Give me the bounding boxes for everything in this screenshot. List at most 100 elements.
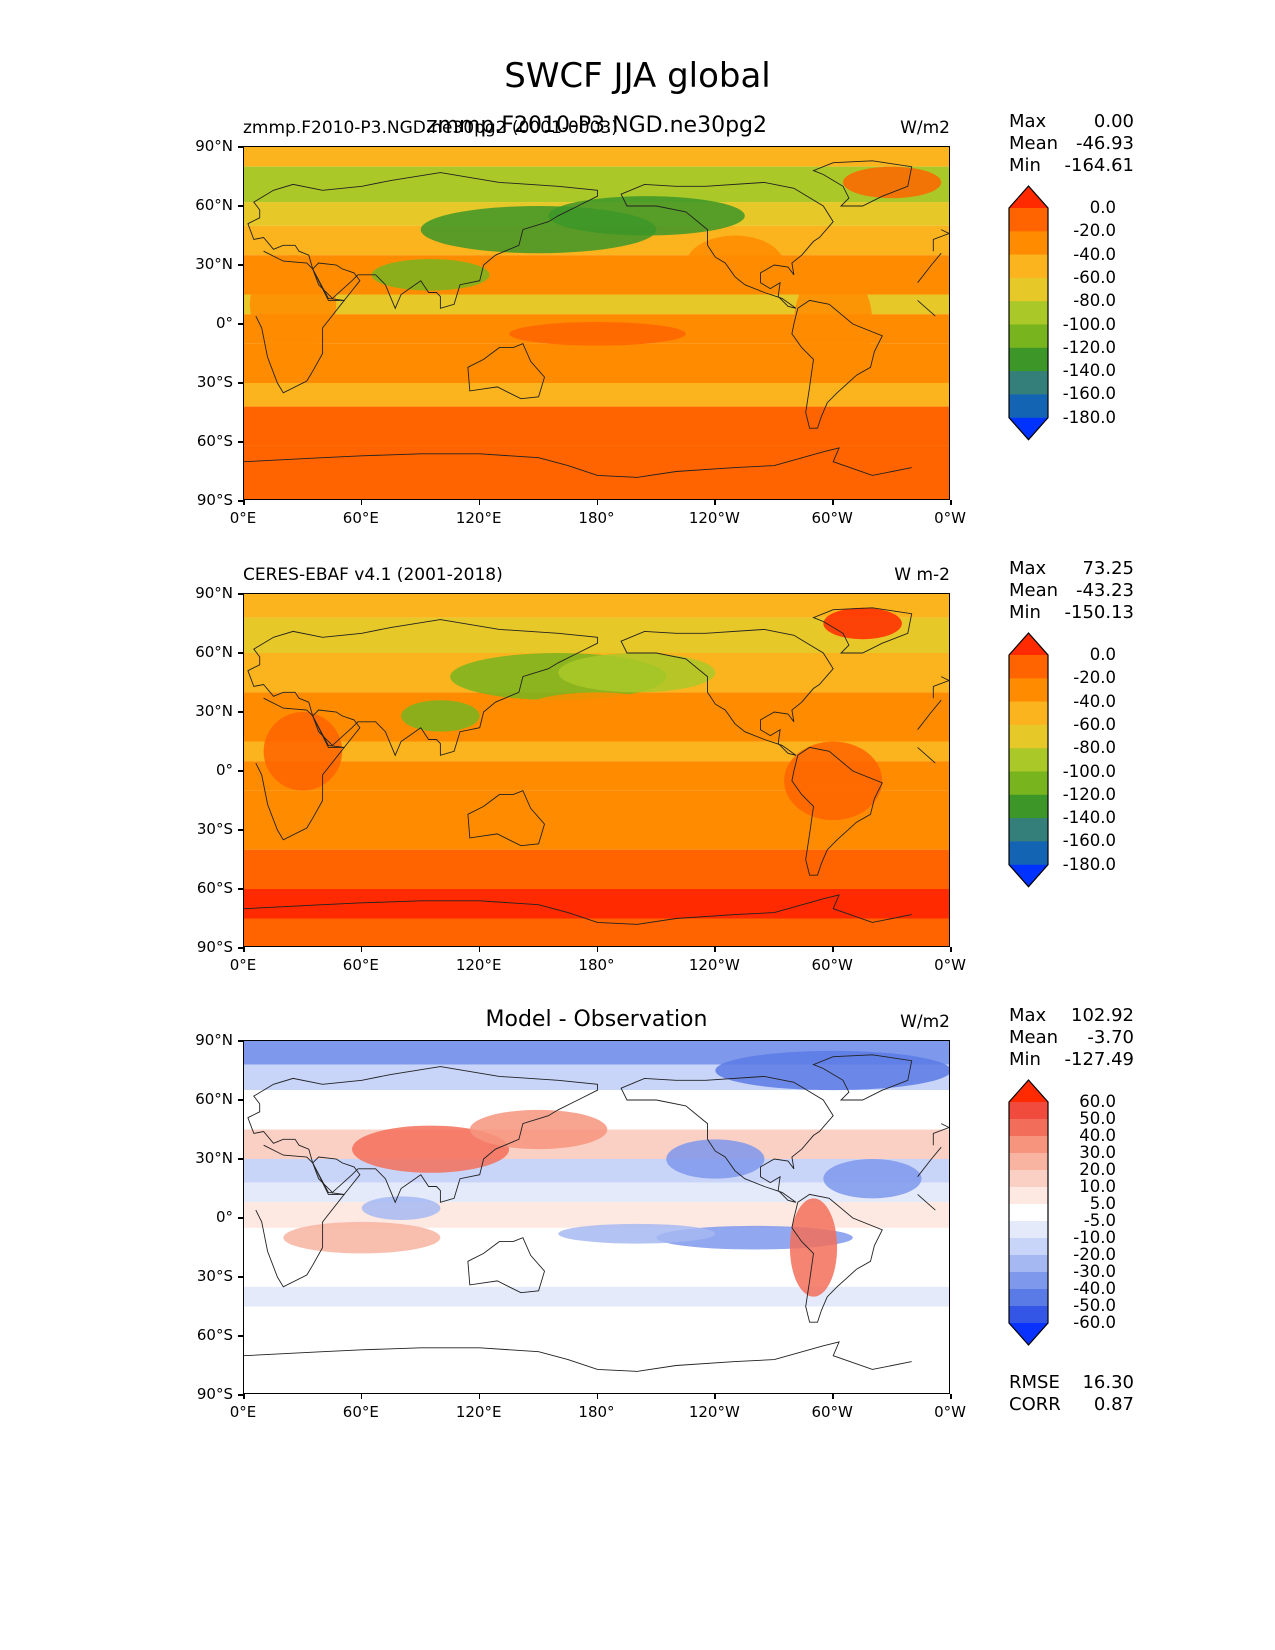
x-tick-label: 60°W xyxy=(811,956,853,974)
coastline-australia xyxy=(467,1237,546,1294)
colorbar-tick-label: -40.0 xyxy=(1073,1279,1116,1298)
colorbar-segment xyxy=(1009,1272,1048,1290)
coastline-antarctica-line xyxy=(244,1341,912,1372)
stat-row: Min -150.13 xyxy=(1009,602,1134,624)
stat-value: -46.93 xyxy=(1075,133,1134,154)
field-anomaly xyxy=(509,322,686,346)
colorbar-segment xyxy=(1009,654,1048,679)
figure-title: SWCF JJA global xyxy=(504,56,771,96)
colorbar-tick-label: 5.0 xyxy=(1089,1194,1116,1213)
colorbar-tick-label: -50.0 xyxy=(1073,1296,1116,1315)
colorbar-extend-min xyxy=(1009,864,1048,887)
y-tick-label: 90°S xyxy=(196,1385,233,1403)
stat-value: 0.00 xyxy=(1093,111,1134,132)
colorbar-outline xyxy=(1008,1079,1049,1346)
colorbar-segment xyxy=(1009,748,1048,772)
colorbar-tick-label: -60.0 xyxy=(1073,267,1116,287)
colorbar-extend-max xyxy=(1009,1080,1048,1102)
coastline-australia xyxy=(467,343,546,400)
field-band xyxy=(244,594,949,618)
x-tick-mark xyxy=(596,947,598,952)
field-band xyxy=(244,741,949,762)
colorbar-segment xyxy=(1009,347,1048,372)
y-tick-mark xyxy=(238,947,243,949)
colorbar-tick-label: -20.0 xyxy=(1073,1245,1116,1264)
colorbar-tick-label: -140.0 xyxy=(1062,808,1116,828)
stat-label: Max xyxy=(1009,1005,1047,1026)
field-anomaly xyxy=(558,1223,716,1244)
panel-stats: Max 73.25 Mean -43.23 Min -150.13 xyxy=(1009,558,1134,624)
colorbar-tick-label: 10.0 xyxy=(1079,1177,1116,1196)
y-tick-mark xyxy=(238,1099,243,1101)
field-band xyxy=(244,889,949,919)
coastline-s-america xyxy=(791,299,883,429)
colorbar-segment xyxy=(1009,701,1048,726)
coastline-greenland xyxy=(812,607,913,654)
colorbar-segment xyxy=(1009,277,1048,302)
y-tick-label: 60°S xyxy=(196,879,233,897)
stat-row: Max 0.00 xyxy=(1009,111,1134,133)
x-tick-label: 120°E xyxy=(455,509,502,527)
x-tick-mark xyxy=(714,1394,716,1399)
stat-label: Mean xyxy=(1009,580,1059,601)
x-tick-label: 60°E xyxy=(342,509,379,527)
map-diff xyxy=(243,1040,950,1394)
stat-label: Mean xyxy=(1009,1027,1059,1048)
field-anomaly xyxy=(361,1196,441,1220)
stat-label: Mean xyxy=(1009,133,1059,154)
coastline-arabia xyxy=(312,262,361,301)
x-tick-label: 0°E xyxy=(229,1403,257,1421)
colorbar-segment xyxy=(1009,1221,1048,1239)
field-anomaly xyxy=(715,1050,949,1091)
y-tick-label: 30°S xyxy=(196,820,233,838)
y-tick-label: 90°N xyxy=(195,1031,233,1049)
field-band xyxy=(244,147,949,167)
coastline-africa xyxy=(255,1144,942,1288)
x-tick-mark xyxy=(832,947,834,952)
map-obs xyxy=(243,593,950,947)
y-tick-label: 90°N xyxy=(195,137,233,155)
x-tick-mark xyxy=(360,1394,363,1399)
colorbar-segment xyxy=(1009,1255,1048,1273)
colorbar-tick-label: -120.0 xyxy=(1062,784,1116,804)
stat-value: -150.13 xyxy=(1064,602,1134,623)
x-tick-label: 0°E xyxy=(229,509,257,527)
x-tick-label: 120°E xyxy=(455,956,502,974)
y-tick-mark xyxy=(238,1276,243,1278)
colorbar-segment xyxy=(1009,1289,1048,1307)
panel-left-title: CERES-EBAF v4.1 (2001-2018) xyxy=(243,565,503,585)
colorbar-tick-label: -100.0 xyxy=(1062,314,1116,334)
x-tick-mark xyxy=(478,947,481,952)
field-anomaly xyxy=(823,607,902,640)
stat-value: -43.23 xyxy=(1075,580,1134,601)
stat-label: Max xyxy=(1009,111,1047,132)
y-tick-mark xyxy=(238,1040,243,1042)
metric-value: 0.87 xyxy=(1093,1394,1134,1415)
field-anomaly xyxy=(469,1109,608,1150)
coastline-australia xyxy=(467,790,546,847)
panel-center-title: zmmp.F2010-P3.NGD.ne30pg2 xyxy=(425,113,768,138)
coastline-n-america xyxy=(620,628,834,756)
colorbar-segment xyxy=(1009,1153,1048,1171)
x-tick-mark xyxy=(478,500,481,505)
colorbar-segment xyxy=(1009,678,1048,703)
colorbar-tick-label: -160.0 xyxy=(1062,384,1116,404)
colorbar xyxy=(1008,185,1049,441)
field-anomaly xyxy=(401,700,480,732)
x-tick-label: 180° xyxy=(578,956,615,974)
coastline-s-america xyxy=(791,746,883,876)
colorbar-extend-min xyxy=(1009,1323,1048,1345)
x-tick-mark xyxy=(360,947,363,952)
x-tick-mark xyxy=(596,1394,598,1399)
coastline-s-america xyxy=(791,1193,883,1323)
field-anomaly xyxy=(263,712,343,791)
y-tick-mark xyxy=(238,441,243,443)
field-anomaly xyxy=(249,255,337,354)
colorbar-segment xyxy=(1009,1170,1048,1188)
colorbar-segment xyxy=(1009,254,1048,279)
y-tick-mark xyxy=(238,500,243,502)
y-tick-mark xyxy=(238,652,243,654)
x-tick-label: 60°E xyxy=(342,1403,379,1421)
x-tick-mark xyxy=(360,500,363,505)
x-tick-label: 60°E xyxy=(342,956,379,974)
